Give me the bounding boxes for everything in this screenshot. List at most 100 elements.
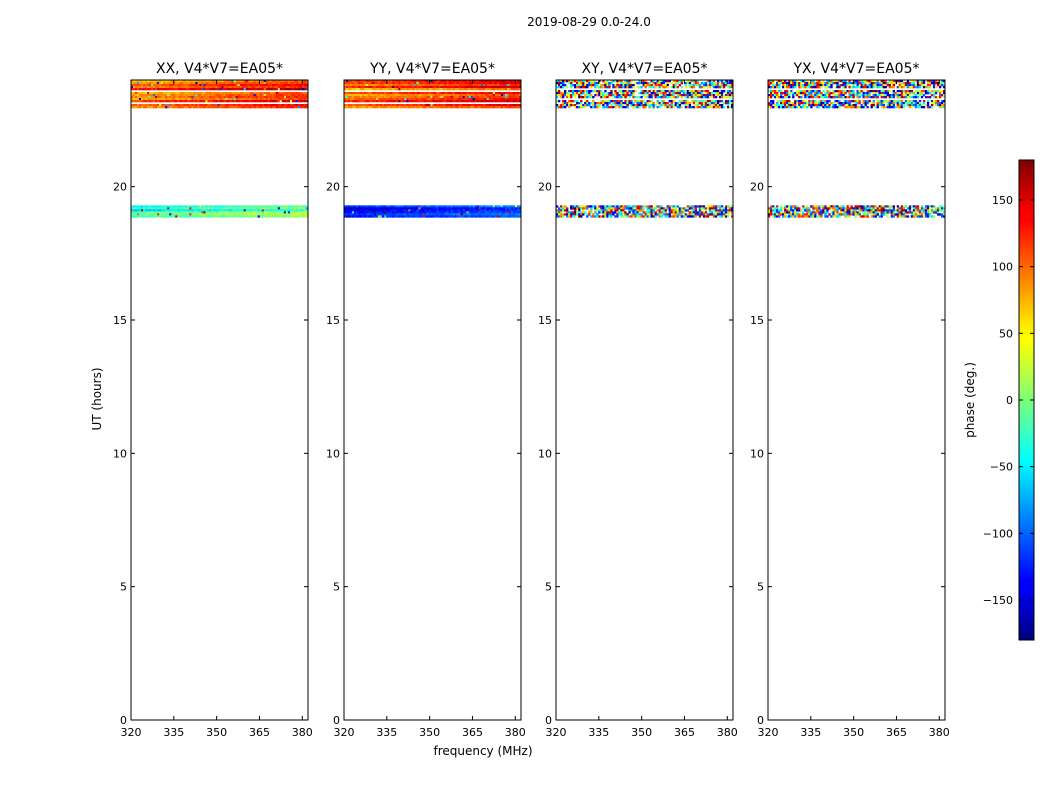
phase-cell	[275, 86, 279, 89]
phase-cell	[165, 215, 168, 218]
phase-cell	[788, 86, 791, 89]
phase-cell	[141, 211, 144, 214]
phase-cell	[800, 84, 803, 87]
phase-cell	[207, 209, 210, 212]
phase-cell	[155, 84, 158, 87]
phase-cell	[293, 94, 297, 97]
phase-cell	[692, 82, 696, 85]
phase-cell	[634, 100, 637, 103]
phase-cell	[704, 94, 708, 97]
phase-cell	[464, 88, 467, 91]
phase-cell	[662, 80, 665, 83]
phase-cell	[416, 88, 419, 91]
phase-cell	[646, 82, 649, 85]
phase-cell	[492, 86, 496, 89]
phase-cell	[638, 209, 641, 212]
phase-cell	[588, 82, 591, 85]
phase-cell	[171, 205, 174, 208]
phase-cell	[474, 82, 478, 85]
phase-cell	[426, 98, 429, 101]
phase-cell	[364, 215, 367, 218]
phase-cell	[255, 211, 259, 214]
phase-cell	[460, 100, 463, 103]
phase-cell	[610, 215, 613, 218]
phase-cell	[362, 92, 365, 95]
phase-cell	[165, 106, 168, 109]
phase-cell	[434, 207, 437, 210]
phase-cell	[880, 92, 883, 95]
phase-cell	[165, 209, 168, 212]
phase-cell	[718, 96, 722, 99]
phase-cell	[700, 94, 704, 97]
phase-cell	[386, 100, 389, 103]
phase-cell	[410, 86, 413, 89]
phase-cell	[454, 211, 457, 214]
phase-cell	[572, 84, 575, 87]
phase-cell	[506, 96, 510, 99]
phase-cell	[139, 88, 142, 91]
phase-cell	[426, 211, 429, 214]
phase-cell	[518, 215, 522, 218]
phase-cell	[474, 215, 478, 218]
phase-cell	[217, 86, 220, 89]
phase-cell	[400, 209, 403, 212]
phase-cell	[508, 211, 512, 214]
phase-cell	[153, 100, 156, 103]
phase-cell	[590, 211, 593, 214]
phase-cell	[490, 213, 494, 216]
phase-cell	[474, 213, 478, 216]
phase-cell	[942, 84, 946, 87]
phase-cell	[466, 84, 469, 87]
phase-cell	[235, 215, 238, 218]
phase-cell	[666, 106, 669, 109]
phase-cell	[712, 86, 716, 89]
phase-cell	[151, 84, 154, 87]
phase-cell	[672, 92, 675, 95]
phase-cell	[710, 102, 714, 105]
phase-cell	[710, 205, 714, 208]
phase-cell	[862, 84, 865, 87]
phase-cell	[800, 86, 803, 89]
phase-cell	[360, 86, 363, 89]
phase-cell	[706, 80, 710, 83]
phase-cell	[358, 215, 361, 218]
phase-cell	[147, 205, 150, 208]
phase-cell	[179, 80, 182, 83]
phase-cell	[249, 213, 252, 216]
phase-cell	[408, 100, 411, 103]
phase-cell	[390, 84, 393, 87]
phase-cell	[305, 104, 309, 107]
phase-cell	[674, 209, 677, 212]
phase-cell	[402, 86, 405, 89]
phase-cell	[836, 84, 839, 87]
phase-cell	[376, 207, 379, 210]
phase-cell	[189, 209, 192, 212]
phase-cell	[173, 92, 176, 95]
phase-cell	[420, 205, 423, 208]
phase-cell	[568, 100, 571, 103]
phase-cell	[398, 213, 401, 216]
phase-cell	[301, 207, 305, 210]
phase-cell	[622, 207, 625, 210]
phase-cell	[868, 86, 871, 89]
phase-cell	[518, 84, 522, 87]
phase-cell	[271, 88, 275, 91]
phase-cell	[251, 82, 254, 85]
phase-cell	[185, 88, 188, 91]
phase-cell	[382, 92, 385, 95]
phase-cell	[424, 88, 427, 91]
phase-cell	[504, 98, 508, 101]
phase-cell	[594, 84, 597, 87]
phase-cell	[708, 94, 712, 97]
phase-cell	[866, 90, 869, 93]
phase-cell	[303, 106, 307, 109]
phase-cell	[297, 92, 301, 95]
phase-cell	[251, 215, 254, 218]
phase-cell	[185, 80, 188, 83]
phase-cell	[279, 104, 283, 107]
phase-cell	[646, 92, 649, 95]
phase-cell	[366, 84, 369, 87]
phase-cell	[724, 94, 728, 97]
phase-cell	[239, 106, 242, 109]
phase-cell	[684, 104, 688, 107]
